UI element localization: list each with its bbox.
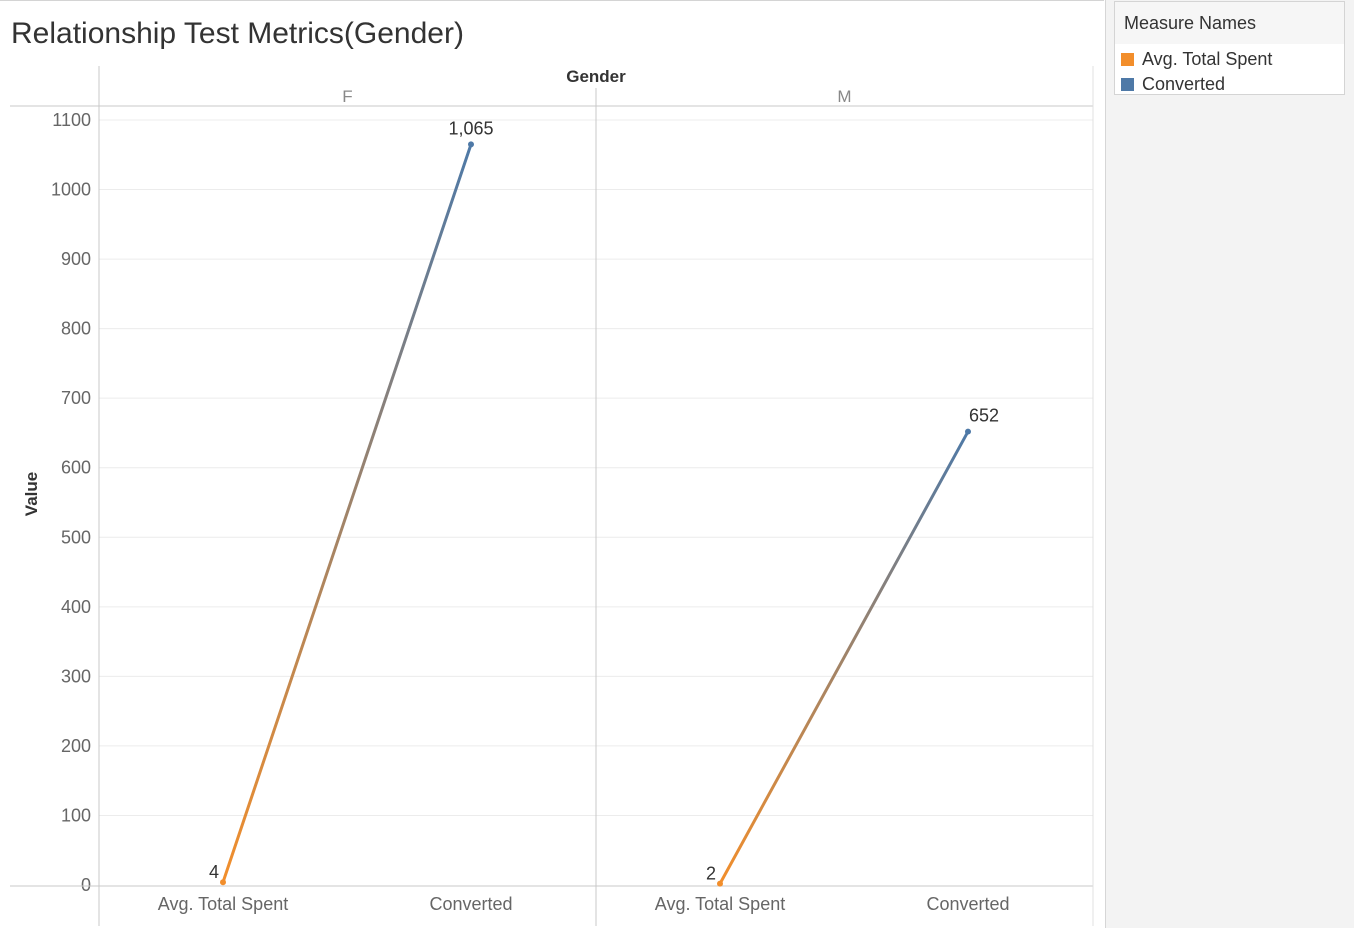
point-converted-f bbox=[468, 141, 474, 148]
data-label-avg-total-spent-f: 4 bbox=[209, 862, 219, 882]
column-header: Gender bbox=[566, 67, 626, 86]
legend-swatch-converted bbox=[1121, 77, 1134, 91]
y-tick-label: 0 bbox=[81, 875, 91, 895]
legend[interactable]: Measure Names Avg. Total Spent Converted bbox=[1114, 1, 1345, 95]
y-tick-label: 300 bbox=[61, 666, 91, 686]
y-tick-label: 100 bbox=[61, 805, 91, 825]
point-avg-total-spent-f bbox=[220, 879, 226, 886]
y-tick-label: 900 bbox=[61, 249, 91, 269]
right-pane bbox=[1105, 0, 1354, 928]
legend-item-avg-total-spent[interactable]: Avg. Total Spent bbox=[1121, 48, 1272, 70]
y-axis-title: Value bbox=[22, 472, 41, 516]
y-tick-label: 500 bbox=[61, 527, 91, 547]
panel-label-m: M bbox=[837, 87, 851, 106]
chart-canvas: 0 100 200 300 400 500 600 700 800 900 1000 1100 Gend… bbox=[10, 66, 1094, 926]
chart-title: Relationship Test Metrics(Gender) bbox=[11, 17, 464, 50]
y-tick-label: 800 bbox=[61, 319, 91, 339]
x-tick-label: Avg. Total Spent bbox=[655, 894, 785, 914]
y-tick-label: 400 bbox=[61, 597, 91, 617]
point-avg-total-spent-m bbox=[717, 880, 723, 887]
data-label-avg-total-spent-m: 2 bbox=[706, 864, 716, 884]
x-tick-label: Converted bbox=[429, 894, 512, 914]
y-tick-label: 600 bbox=[61, 458, 91, 478]
x-tick-label: Converted bbox=[926, 894, 1009, 914]
series-line-f bbox=[221, 142, 473, 884]
data-label-converted-m: 652 bbox=[969, 406, 999, 426]
data-label-converted-f: 1,065 bbox=[448, 118, 493, 138]
series-line-m bbox=[718, 430, 970, 886]
y-tick-label: 700 bbox=[61, 388, 91, 408]
y-tick-label: 1000 bbox=[51, 180, 91, 200]
y-tick-label: 1100 bbox=[52, 110, 91, 130]
legend-swatch-avg-total-spent bbox=[1121, 52, 1134, 66]
legend-header: Measure Names bbox=[1115, 2, 1344, 44]
top-border bbox=[0, 0, 1104, 1]
point-converted-m bbox=[965, 428, 971, 435]
legend-label-converted: Converted bbox=[1142, 73, 1226, 94]
x-tick-label: Avg. Total Spent bbox=[158, 894, 288, 914]
legend-label-avg-total-spent: Avg. Total Spent bbox=[1142, 48, 1273, 69]
y-tick-label: 200 bbox=[61, 736, 91, 756]
panel-label-f: F bbox=[342, 87, 352, 106]
legend-item-converted[interactable]: Converted bbox=[1121, 73, 1225, 95]
